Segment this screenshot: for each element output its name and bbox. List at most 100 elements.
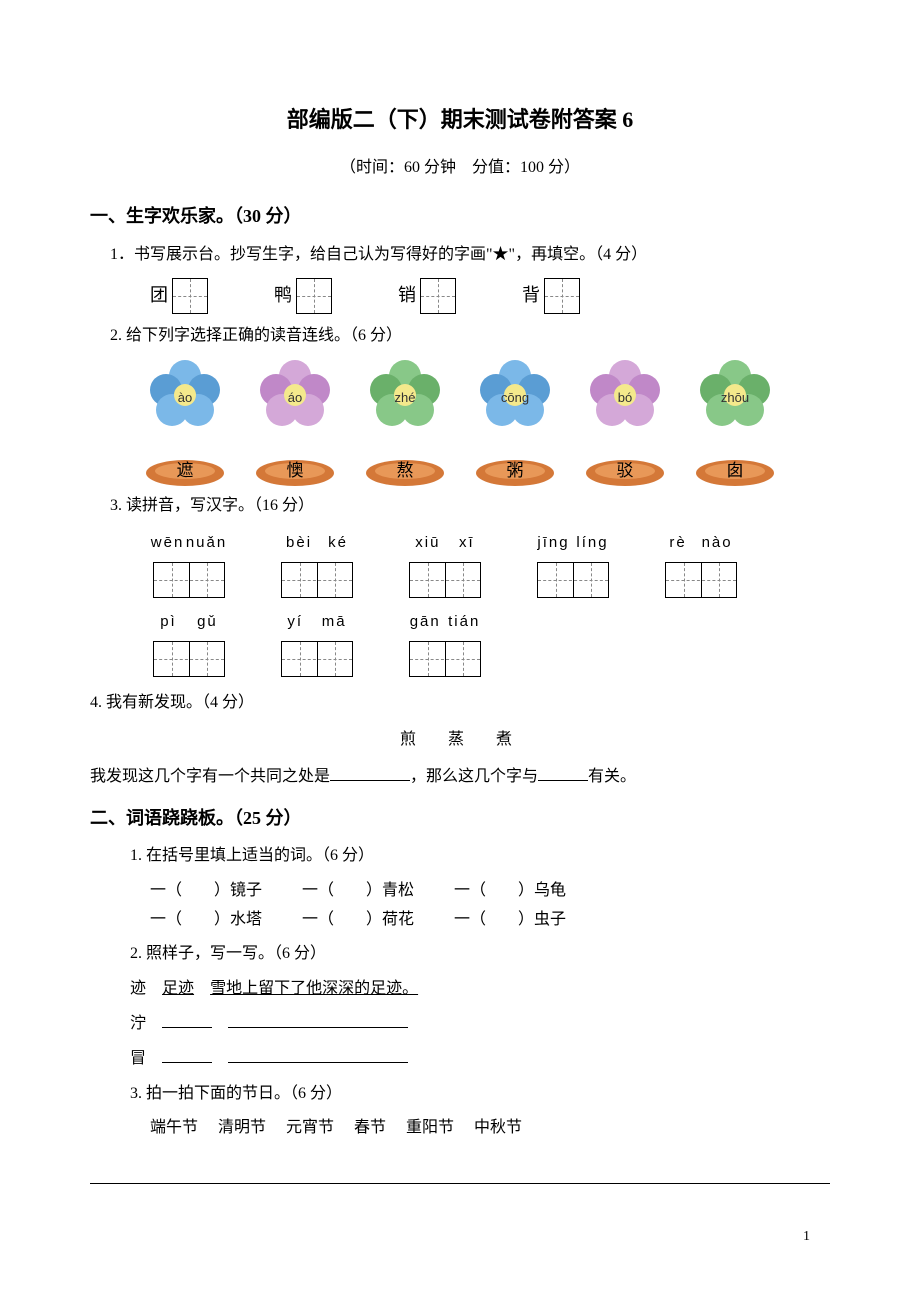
tian-pair[interactable] xyxy=(409,641,481,677)
fill-blank[interactable] xyxy=(228,1010,408,1028)
pinyin-item: pìgǔ xyxy=(150,608,228,681)
fill-item[interactable]: 一（ ）荷花 xyxy=(302,911,414,928)
plate-char: 粥 xyxy=(507,456,524,487)
tian-box[interactable] xyxy=(172,278,208,314)
s2q2-line1: 泞 xyxy=(130,1010,830,1039)
pinyin-item: gāntián xyxy=(406,608,484,681)
flower-pinyin: ào xyxy=(150,386,220,409)
plate[interactable]: 驳 xyxy=(586,460,664,486)
char: 背 xyxy=(522,285,540,305)
flower-pinyin: cōng xyxy=(480,386,550,409)
q4-text: 4. 我有新发现。（4 分） xyxy=(90,689,830,718)
pinyin: yímā xyxy=(278,608,356,635)
pinyin: bèiké xyxy=(278,529,356,556)
tian-pair[interactable] xyxy=(281,641,353,677)
flower[interactable]: cōng xyxy=(480,360,550,430)
q4-sentence: 我发现这几个字有一个共同之处是 ，那么这几个字与 有关。 xyxy=(90,763,830,792)
pinyin: pìgǔ xyxy=(150,608,228,635)
plate[interactable]: 囱 xyxy=(696,460,774,486)
line-char: 泞 xyxy=(130,1015,146,1032)
plate-char: 遮 xyxy=(177,456,194,487)
q1-text: 1．书写展示台。抄写生字，给自己认为写得好的字画"★"，再填空。（4 分） xyxy=(110,241,830,270)
section1-header: 一、生字欢乐家。（30 分） xyxy=(90,200,830,232)
section2-header: 二、词语跷跷板。（25 分） xyxy=(90,802,830,834)
pinyin-item: bèiké xyxy=(278,529,356,602)
fill-item[interactable]: 一（ ）水塔 xyxy=(150,911,262,928)
page-number: 1 xyxy=(90,1224,830,1249)
fill-item[interactable]: 一（ ）乌龟 xyxy=(454,882,566,899)
fill-item[interactable]: 一（ ）青松 xyxy=(302,882,414,899)
s2q2-example: 迹 足迹 雪地上留下了他深深的足迹。 xyxy=(130,975,830,1004)
s2q2-line2: 冒 xyxy=(130,1045,830,1074)
pinyin: gāntián xyxy=(406,608,484,635)
tian-pair[interactable] xyxy=(409,562,481,598)
plate-char: 熬 xyxy=(397,456,414,487)
pinyin-item: yímā xyxy=(278,608,356,681)
plate-char: 懊 xyxy=(287,456,304,487)
q4-chars: 煎 蒸 煮 xyxy=(90,726,830,755)
pinyin: rènào xyxy=(662,529,740,556)
tian-pair[interactable] xyxy=(281,562,353,598)
tian-pair[interactable] xyxy=(153,641,225,677)
pinyin: jīnglíng xyxy=(534,529,612,556)
pinyin: wēnnuǎn xyxy=(150,529,228,556)
s2q1-text: 1. 在括号里填上适当的词。（6 分） xyxy=(130,842,830,871)
footer-line xyxy=(90,1183,830,1184)
q1-chars: 团 鸭 销 背 xyxy=(150,278,830,314)
tian-pair[interactable] xyxy=(537,562,609,598)
time-score: （时间：60 分钟 分值：100 分） xyxy=(90,154,830,183)
flower[interactable]: áo xyxy=(260,360,330,430)
line-char: 冒 xyxy=(130,1050,146,1067)
plate[interactable]: 粥 xyxy=(476,460,554,486)
s2q3-text: 3. 拍一拍下面的节日。（6 分） xyxy=(130,1080,830,1109)
tian-box[interactable] xyxy=(296,278,332,314)
fill-blank[interactable] xyxy=(538,763,588,781)
fill-blank[interactable] xyxy=(162,1010,212,1028)
char: 销 xyxy=(398,285,416,305)
fill-blank[interactable] xyxy=(162,1045,212,1063)
pinyin-item: xiūxī xyxy=(406,529,484,602)
s2q2-text: 2. 照样子，写一写。（6 分） xyxy=(130,940,830,969)
tian-box[interactable] xyxy=(420,278,456,314)
plate-char: 囱 xyxy=(727,456,744,487)
pinyin-item: wēnnuǎn xyxy=(150,529,228,602)
flower[interactable]: zhé xyxy=(370,360,440,430)
s2q1-row2: 一（ ）水塔 一（ ）荷花 一（ ）虫子 xyxy=(150,906,830,935)
text: 有关。 xyxy=(588,768,636,785)
example-sentence: 雪地上留下了他深深的足迹。 xyxy=(210,980,418,997)
example-word: 足迹 xyxy=(162,980,194,997)
fill-blank[interactable] xyxy=(330,763,410,781)
fill-item[interactable]: 一（ ）镜子 xyxy=(150,882,262,899)
flower[interactable]: zhōu xyxy=(700,360,770,430)
char: 鸭 xyxy=(274,285,292,305)
page-title: 部编版二（下）期末测试卷附答案 6 xyxy=(90,100,830,140)
q3-text: 3. 读拼音，写汉字。（16 分） xyxy=(110,492,830,521)
s2q1-row1: 一（ ）镜子 一（ ）青松 一（ ）乌龟 xyxy=(150,877,830,906)
plate[interactable]: 遮 xyxy=(146,460,224,486)
flower-pinyin: zhōu xyxy=(700,386,770,409)
pinyin-item: jīnglíng xyxy=(534,529,612,602)
tian-pair[interactable] xyxy=(665,562,737,598)
flower[interactable]: ào xyxy=(150,360,220,430)
pinyin-item: rènào xyxy=(662,529,740,602)
plate[interactable]: 熬 xyxy=(366,460,444,486)
flower-pinyin: bó xyxy=(590,386,660,409)
plate[interactable]: 懊 xyxy=(256,460,334,486)
tian-box[interactable] xyxy=(544,278,580,314)
flower-row: ào áo zhé cōng bó zhōu xyxy=(130,360,790,430)
flower[interactable]: bó xyxy=(590,360,660,430)
plate-row: 遮懊熬粥驳囱 xyxy=(130,460,790,486)
fill-item[interactable]: 一（ ）虫子 xyxy=(454,911,566,928)
char: 团 xyxy=(150,285,168,305)
text: 我发现这几个字有一个共同之处是 xyxy=(90,768,330,785)
example-char: 迹 xyxy=(130,980,146,997)
tian-pair[interactable] xyxy=(153,562,225,598)
plate-char: 驳 xyxy=(617,456,634,487)
s2q3-items: 端午节 清明节 元宵节 春节 重阳节 中秋节 xyxy=(150,1114,830,1143)
text: ，那么这几个字与 xyxy=(410,768,538,785)
q2-text: 2. 给下列字选择正确的读音连线。（6 分） xyxy=(110,322,830,351)
flower-pinyin: zhé xyxy=(370,386,440,409)
pinyin-grid: wēnnuǎn bèiké xiūxī jīnglíng rènào pìgǔ … xyxy=(150,529,790,681)
fill-blank[interactable] xyxy=(228,1045,408,1063)
pinyin: xiūxī xyxy=(406,529,484,556)
